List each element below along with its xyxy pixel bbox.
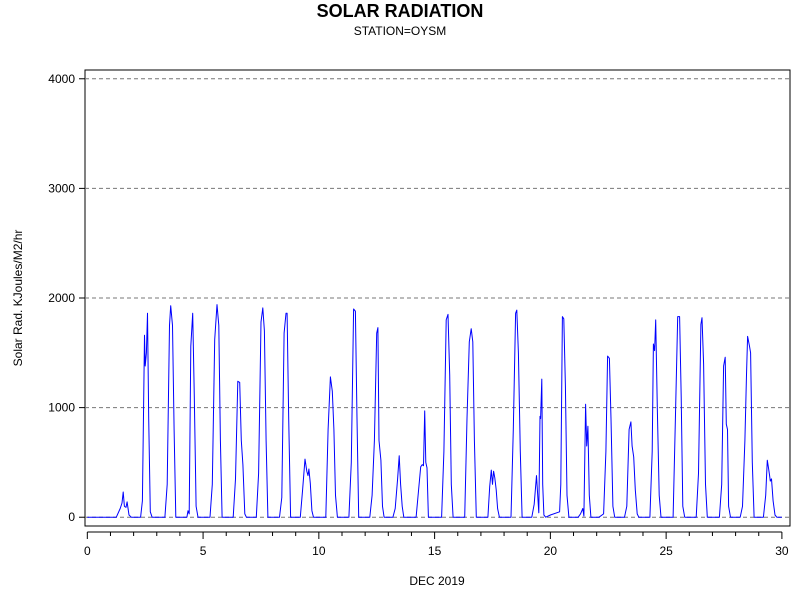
y-axis-label: Solar Rad. KJoules/M2/hr	[11, 230, 25, 367]
chart-subtitle: STATION=OYSM	[354, 24, 447, 38]
y-tick-label-4000: 4000	[48, 72, 75, 86]
chart-title: SOLAR RADIATION	[317, 1, 484, 21]
x-tick-label-15: 15	[428, 544, 442, 558]
x-axis-label: DEC 2019	[409, 574, 465, 588]
y-axis-ticks: 0 1000 2000 3000 4000	[48, 72, 85, 524]
y-tick-label-2000: 2000	[48, 291, 75, 305]
x-tick-label-5: 5	[200, 544, 207, 558]
gridlines	[85, 78, 790, 518]
x-tick-label-30: 30	[775, 544, 789, 558]
series-line-0	[87, 304, 782, 518]
x-tick-label-25: 25	[659, 544, 673, 558]
x-tick-label-20: 20	[544, 544, 558, 558]
y-tick-label-1000: 1000	[48, 401, 75, 415]
x-tick-label-10: 10	[312, 544, 326, 558]
series-group	[87, 304, 782, 518]
y-tick-label-3000: 3000	[48, 181, 75, 195]
x-tick-label-0: 0	[84, 544, 91, 558]
y-tick-label-0: 0	[68, 510, 75, 524]
x-axis-ticks: 0 5 10 15 20 25 30	[84, 531, 789, 558]
